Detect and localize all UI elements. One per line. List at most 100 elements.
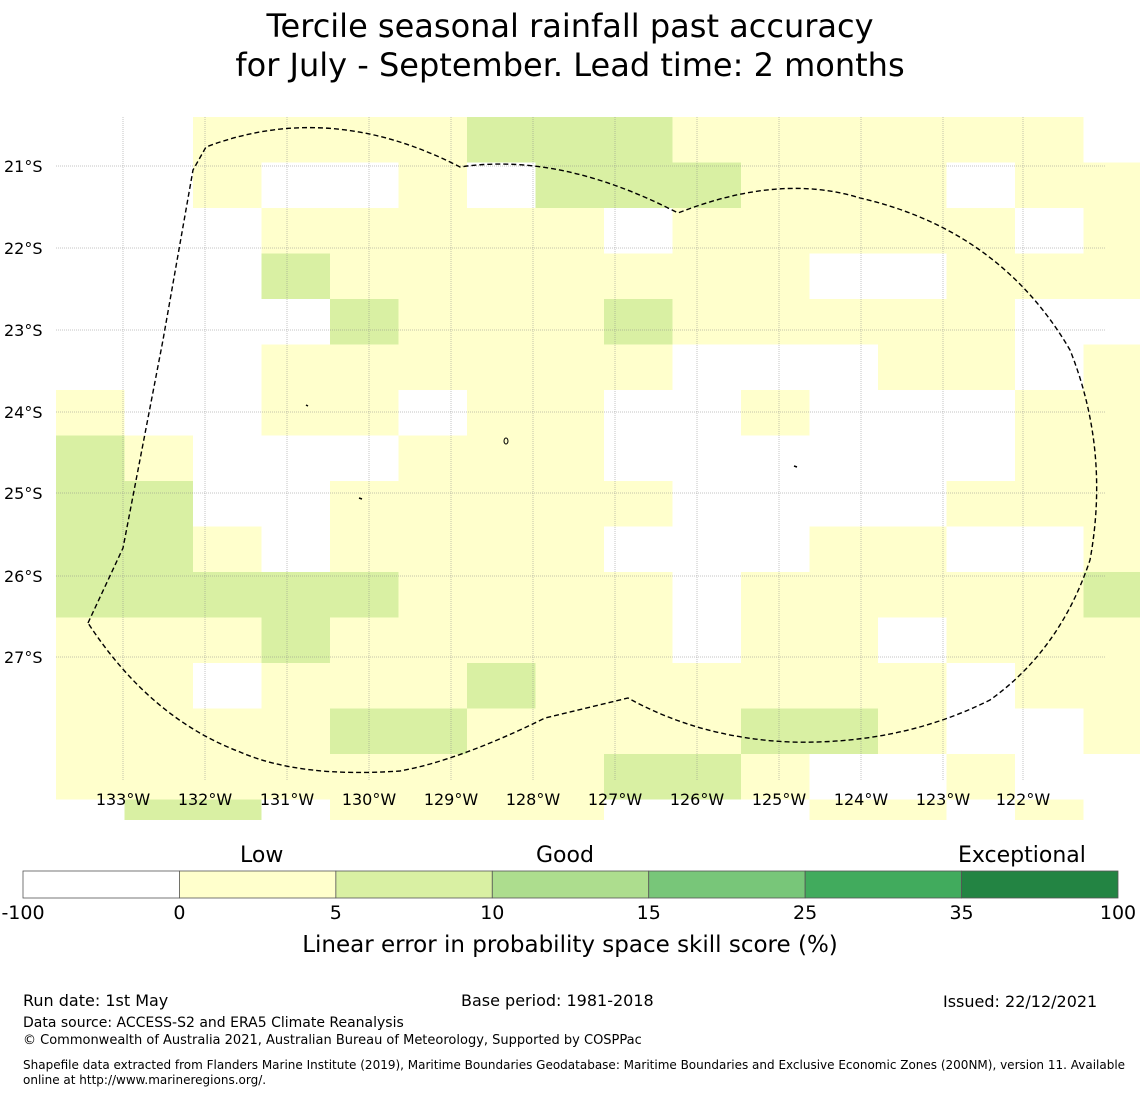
grid-cell (1015, 754, 1085, 801)
grid-cell (261, 117, 331, 164)
grid-cell (124, 435, 194, 482)
grid-cell (398, 390, 468, 437)
grid-cell (741, 799, 811, 820)
colorbar-category-low: Low (240, 843, 284, 868)
grid-cell (330, 253, 400, 300)
grid-cell (193, 162, 263, 209)
grid-cell (946, 435, 1016, 482)
grid-cell (604, 344, 674, 391)
shapefile-credit: Shapefile data extracted from Flanders M… (23, 1058, 1126, 1087)
grid-cell (604, 663, 674, 710)
grid-cells (56, 117, 1140, 820)
grid-cell (261, 572, 331, 619)
grid-cell (535, 299, 605, 346)
grid-cell (1015, 344, 1085, 391)
grid-cell (1083, 253, 1140, 300)
grid-cell (330, 162, 400, 209)
grid-cell (398, 208, 468, 255)
grid-cell (946, 481, 1016, 528)
grid-cell (878, 754, 948, 801)
grid-cell (1083, 799, 1140, 820)
grid-cell (535, 526, 605, 573)
colorbar-category-good: Good (536, 843, 594, 868)
grid-cell (124, 754, 194, 801)
colorbar-swatch (179, 870, 337, 899)
longitude-label: 128°W (506, 790, 561, 809)
grid-cell (1083, 663, 1140, 710)
grid-cell (56, 299, 126, 346)
grid-cell (946, 708, 1016, 755)
grid-cell (741, 117, 811, 164)
grid-cell (124, 617, 194, 664)
colorbar-swatch (22, 870, 180, 899)
grid-cell (56, 162, 126, 209)
longitude-label: 132°W (178, 790, 233, 809)
grid-cell (604, 799, 674, 820)
grid-cell (193, 253, 263, 300)
grid-cell (1015, 117, 1085, 164)
grid-cell (1015, 572, 1085, 619)
colorbar-tick-label: 10 (480, 902, 505, 924)
grid-cell (672, 799, 742, 820)
grid-cell (672, 299, 742, 346)
grid-cell (193, 481, 263, 528)
latitude-label: 25°S (4, 484, 43, 503)
grid-cell (193, 663, 263, 710)
grid-cell (809, 299, 879, 346)
grid-cell (878, 344, 948, 391)
grid-cell (330, 390, 400, 437)
longitude-labels: 133°W 132°W 131°W 130°W 129°W 128°W 127°W 126°W… (96, 790, 1051, 809)
grid-cell (467, 572, 537, 619)
grid-cell (330, 617, 400, 664)
grid-cell (878, 435, 948, 482)
colorbar-tick-label: 15 (636, 902, 661, 924)
grid-cell (672, 435, 742, 482)
grid-cell (809, 117, 879, 164)
grid-cell (741, 299, 811, 346)
grid-cell (809, 208, 879, 255)
grid-cell (535, 390, 605, 437)
grid-cell (467, 117, 537, 164)
colorbar-swatch (648, 870, 806, 899)
grid-cell (741, 162, 811, 209)
grid-cell (809, 253, 879, 300)
grid-cell (1083, 572, 1140, 619)
grid-cell (261, 663, 331, 710)
grid-cell (261, 754, 331, 801)
grid-cell (1015, 435, 1085, 482)
grid-cell (741, 208, 811, 255)
grid-cell (124, 208, 194, 255)
grid-cell (56, 117, 126, 164)
grid-cell (946, 208, 1016, 255)
colorbar-tick-label: 100 (1099, 902, 1137, 924)
skill-score-map: 21°S22°S23°S24°S25°S26°S27°S 133°W 132°W 1… (4, 117, 1140, 820)
grid-cell (124, 572, 194, 619)
colorbar-title: Linear error in probability space skill … (302, 932, 838, 958)
grid-cell (56, 344, 126, 391)
grid-cell (809, 708, 879, 755)
grid-cell (672, 617, 742, 664)
latitude-label: 24°S (4, 403, 43, 422)
grid-cell (330, 708, 400, 755)
grid-cell (467, 708, 537, 755)
grid-cell (741, 481, 811, 528)
grid-cell (398, 435, 468, 482)
grid-cell (1083, 299, 1140, 346)
grid-cell (1083, 617, 1140, 664)
grid-cell (398, 162, 468, 209)
grid-cell (672, 390, 742, 437)
grid-cell (741, 344, 811, 391)
grid-cell (672, 708, 742, 755)
grid-cell (261, 208, 331, 255)
grid-cell (809, 572, 879, 619)
grid-cell (946, 663, 1016, 710)
grid-cell (56, 481, 126, 528)
grid-cell (535, 162, 605, 209)
grid-cell (193, 799, 263, 820)
grid-cell (398, 117, 468, 164)
grid-cell (56, 253, 126, 300)
grid-cell (1015, 390, 1085, 437)
grid-cell (946, 117, 1016, 164)
grid-cell (330, 208, 400, 255)
base-period: Base period: 1981-2018 (461, 991, 654, 1010)
